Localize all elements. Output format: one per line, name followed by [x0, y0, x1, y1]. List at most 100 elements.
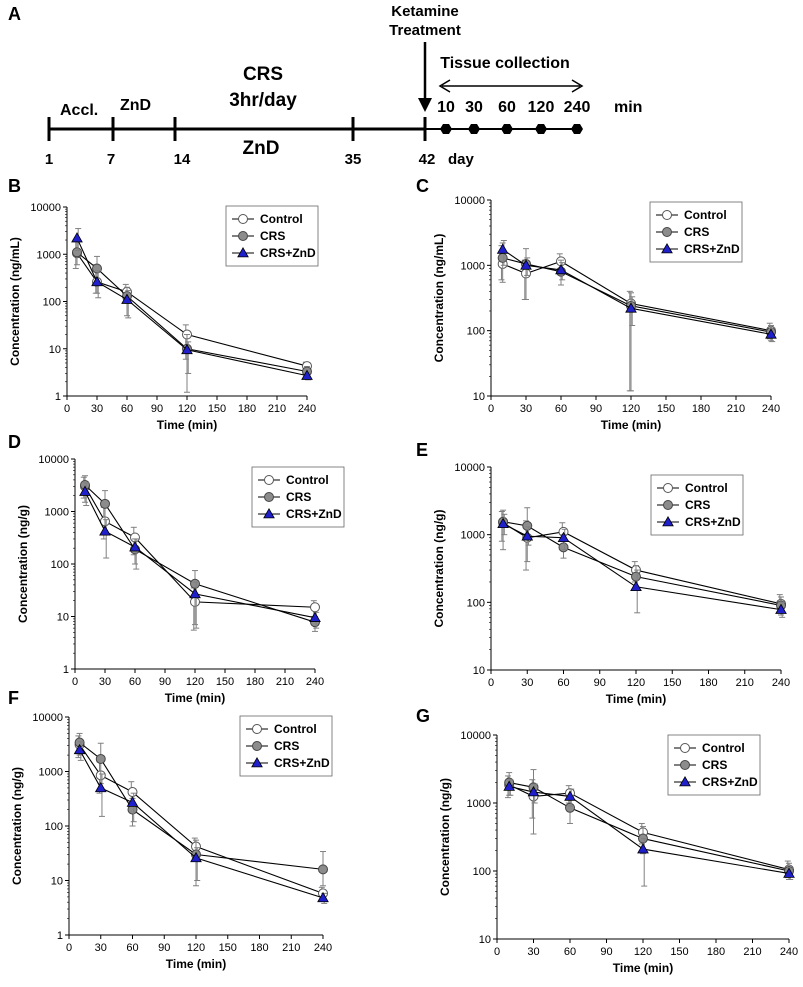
- data-point: [72, 247, 82, 258]
- data-point: [564, 790, 576, 801]
- x-tick-label-b: 30: [91, 403, 103, 415]
- data-point: [555, 263, 567, 275]
- data-point: [71, 232, 83, 243]
- y-axis-title-d: Concentration (ng/g): [16, 505, 30, 623]
- min-unit-label: min: [614, 99, 642, 116]
- y-tick-label-f: 10000: [32, 712, 63, 724]
- y-tick-label-c: 10000: [454, 195, 485, 207]
- legend-g: Control CRS CRS+ZnD: [667, 734, 761, 796]
- x-tick-label-g: 0: [494, 946, 500, 958]
- legend-label: CRS+ZnD: [260, 246, 316, 260]
- x-tick-label-g: 210: [743, 946, 761, 958]
- y-tick-label-d: 1000: [45, 507, 69, 519]
- legend-label: Control: [702, 741, 745, 755]
- data-point: [99, 525, 111, 536]
- y-tick-label-c: 100: [467, 326, 485, 338]
- x-tick-label-e: 30: [521, 677, 533, 689]
- x-tick-label-g: 60: [564, 946, 576, 958]
- legend-label: CRS+ZnD: [286, 507, 342, 521]
- legend-label: CRS+ZnD: [684, 242, 740, 256]
- min-label-60: 60: [498, 99, 516, 116]
- x-axis-title-d: Time (min): [165, 691, 225, 705]
- x-tick-label-b: 210: [268, 403, 286, 415]
- data-point: [625, 302, 637, 313]
- series-line: [502, 260, 772, 332]
- x-tick-label-e: 180: [699, 677, 717, 689]
- legend-e: Control CRS CRS+ZnD: [650, 474, 744, 536]
- data-point: [527, 786, 540, 797]
- x-tick-label-g: 90: [600, 946, 612, 958]
- legend-label: CRS: [685, 498, 710, 512]
- series-line: [509, 785, 790, 875]
- data-point: [121, 293, 133, 304]
- data-point: [189, 587, 201, 599]
- x-axis-title-e: Time (min): [606, 692, 666, 706]
- day-unit-label: day: [448, 151, 475, 168]
- data-point: [557, 531, 570, 543]
- day-label-35: 35: [345, 151, 362, 168]
- znd-top-label: ZnD: [120, 97, 151, 114]
- series-crs-znd-e: [497, 513, 787, 618]
- y-tick-label-f: 100: [45, 821, 63, 833]
- panel-label-d: D: [8, 432, 21, 452]
- x-tick-label-b: 240: [298, 403, 316, 415]
- data-point: [520, 259, 532, 270]
- y-axis-title-c: Concentration (ng/mL): [432, 234, 446, 363]
- data-point: [100, 498, 110, 509]
- y-tick-label-b: 10000: [30, 202, 61, 214]
- y-tick-label-f: 10: [51, 876, 63, 888]
- data-point: [496, 243, 509, 254]
- x-tick-label-e: 240: [772, 677, 790, 689]
- chart-panel-f: F 1 10 100 1000 10000 0 30 60 90 120 150 180 210 240 Ti…: [8, 688, 333, 971]
- panel-label-a: A: [8, 4, 21, 24]
- series-crs-znd-d: [79, 482, 321, 629]
- x-axis-title-c: Time (min): [601, 418, 661, 432]
- x-tick-label-c: 150: [657, 403, 675, 415]
- x-tick-label-c: 90: [590, 403, 602, 415]
- day-label-42: 42: [419, 151, 436, 168]
- x-tick-label-e: 210: [736, 677, 754, 689]
- x-tick-label-c: 210: [727, 403, 745, 415]
- sample-marker-10: [440, 124, 452, 134]
- legend-label: CRS: [286, 490, 311, 504]
- ketamine-label: Ketamine: [391, 3, 459, 20]
- x-tick-label-f: 30: [95, 942, 107, 954]
- legend-label: CRS+ZnD: [685, 515, 741, 529]
- data-point: [310, 602, 320, 613]
- y-tick-label-c: 1000: [461, 260, 485, 272]
- y-axis-title-g: Concentration (ng/g): [438, 778, 452, 896]
- data-point: [92, 263, 102, 274]
- min-label-30: 30: [465, 99, 483, 116]
- data-point: [783, 867, 795, 878]
- x-tick-label-f: 240: [314, 942, 332, 954]
- legend-label: CRS+ZnD: [274, 756, 330, 770]
- x-tick-label-f: 120: [187, 942, 205, 954]
- data-point: [558, 542, 569, 553]
- tissue-arrow-right: [571, 79, 584, 93]
- data-point: [497, 252, 508, 263]
- legend-label: Control: [685, 481, 728, 495]
- chart-panel-e: E 10 100 1000 10000 0 30 60 90 120 150 180 210 240 Tim…: [416, 440, 790, 706]
- y-tick-label-b: 1000: [37, 249, 61, 261]
- sample-marker-240: [571, 124, 583, 134]
- x-tick-label-c: 30: [520, 403, 532, 415]
- data-point: [522, 520, 533, 531]
- data-point: [317, 891, 329, 903]
- y-tick-label-e: 10000: [454, 462, 485, 474]
- x-tick-label-c: 180: [692, 403, 710, 415]
- panel-label-b: B: [8, 176, 21, 196]
- series-crs-znd-g: [503, 779, 795, 887]
- x-tick-label-b: 180: [238, 403, 256, 415]
- data-point: [637, 843, 649, 854]
- min-label-120: 120: [528, 99, 555, 116]
- panel-label-f: F: [8, 688, 19, 708]
- treatment-label: Treatment: [389, 22, 461, 39]
- data-point: [565, 802, 575, 813]
- x-axis-title-b: Time (min): [157, 418, 217, 432]
- data-point: [521, 530, 534, 541]
- legend-label: Control: [684, 208, 727, 222]
- x-tick-label-d: 60: [129, 676, 141, 688]
- y-tick-label-d: 1: [63, 664, 69, 676]
- min-label-240: 240: [564, 99, 591, 116]
- panel-label-c: C: [416, 176, 429, 196]
